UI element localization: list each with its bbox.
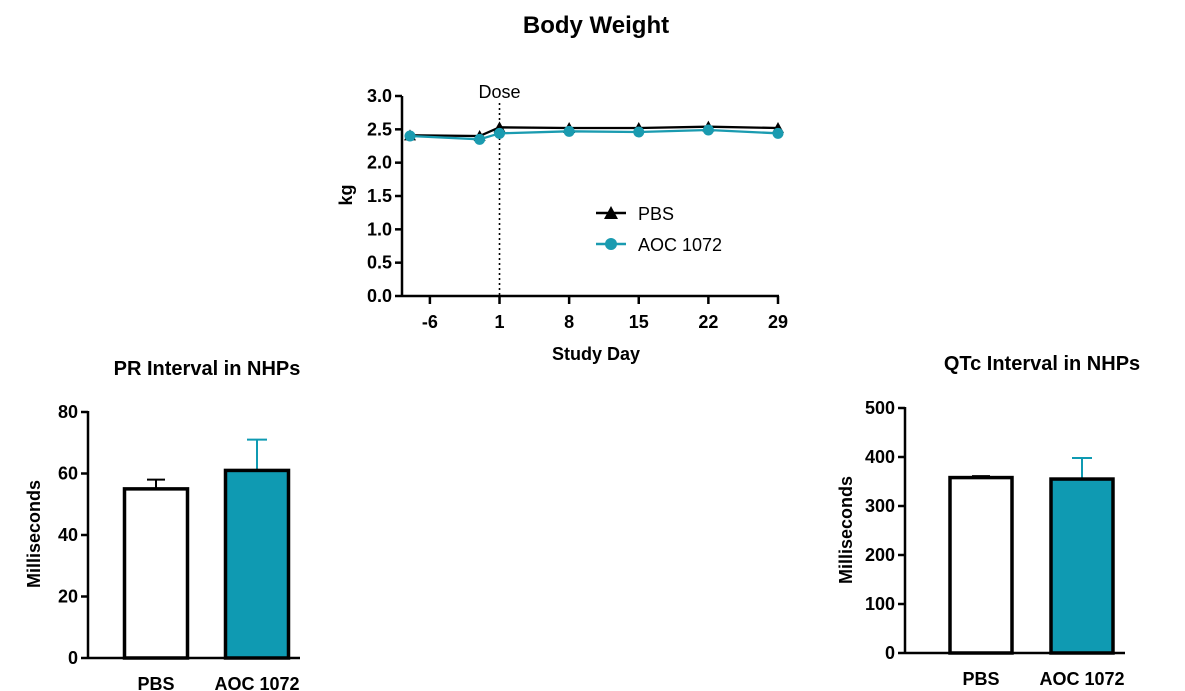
body-weight-x-tick-label: 8 — [564, 312, 574, 332]
legend-item-aoc1072: AOC 1072 — [596, 235, 722, 255]
series-line-aoc1072 — [409, 128, 779, 141]
pr-interval-y-tick-label: 20 — [58, 587, 78, 607]
qtc-interval-axes: 0 100 200 300 400 500 — [865, 398, 1125, 663]
data-point-aoc1072 — [474, 133, 486, 145]
legend-marker-pbs — [604, 206, 618, 219]
pr-interval-bars: PBS AOC 1072 — [122, 438, 300, 691]
body-weight-y-tick-label: 3.0 — [367, 86, 392, 106]
pr-interval-bar-pbs — [122, 487, 190, 660]
qtc-interval-title: QTc Interval in NHPs — [944, 353, 1140, 375]
qtc-interval-category-label: PBS — [962, 669, 999, 689]
data-point-aoc1072 — [772, 127, 784, 139]
data-point-aoc1072 — [633, 126, 645, 138]
qtc-interval-y-tick-label: 200 — [865, 545, 895, 565]
qtc-interval-bars: PBS AOC 1072 — [948, 456, 1125, 689]
body-weight-x-tick-label: -6 — [422, 312, 438, 332]
qtc-interval-y-tick-label: 300 — [865, 496, 895, 516]
pr-interval-y-tick-label: 0 — [68, 648, 78, 668]
data-point-aoc1072 — [404, 130, 416, 142]
qtc-interval-bar-aoc1072 — [1049, 477, 1115, 655]
pr-interval-chart: PR Interval in NHPs 0 20 40 60 80 PBS AOC 107… — [24, 358, 300, 691]
body-weight-x-tick-label: 1 — [495, 312, 505, 332]
body-weight-ticks: 0.0 0.5 1.0 1.5 2.0 2.5 3.0 -6 1 8 15 22 29 — [367, 86, 788, 332]
body-weight-x-tick-label: 29 — [768, 312, 788, 332]
body-weight-y-tick-label: 0.5 — [367, 253, 392, 273]
pr-interval-ylabel: Milliseconds — [24, 480, 44, 588]
legend-label-aoc1072: AOC 1072 — [638, 235, 722, 255]
pr-interval-y-tick-label: 40 — [58, 525, 78, 545]
pr-interval-y-tick-label: 60 — [58, 464, 78, 484]
body-weight-chart: Body Weight 0.0 0.5 1.0 1.5 2.0 2.5 3.0 -6 1 8 15 2… — [336, 12, 788, 364]
body-weight-title: Body Weight — [523, 12, 669, 39]
qtc-interval-ylabel: Milliseconds — [836, 476, 856, 584]
pr-interval-bar-aoc1072 — [223, 468, 291, 660]
legend-label-pbs: PBS — [638, 204, 674, 224]
body-weight-legend: PBS AOC 1072 — [596, 204, 722, 255]
qtc-interval-y-tick-label: 0 — [885, 643, 895, 663]
body-weight-x-tick-label: 22 — [698, 312, 718, 332]
qtc-interval-y-tick-label: 400 — [865, 447, 895, 467]
body-weight-ylabel: kg — [336, 184, 356, 205]
qtc-interval-y-tick-label: 100 — [865, 594, 895, 614]
data-point-aoc1072 — [702, 124, 714, 136]
body-weight-y-tick-label: 2.5 — [367, 119, 392, 139]
data-point-aoc1072 — [563, 125, 575, 137]
body-weight-y-tick-label: 2.0 — [367, 153, 392, 173]
body-weight-x-tick-label: 15 — [629, 312, 649, 332]
pr-interval-category-label: PBS — [137, 674, 174, 691]
pr-interval-category-label: AOC 1072 — [214, 674, 299, 691]
body-weight-series — [404, 120, 784, 145]
data-point-aoc1072 — [494, 127, 506, 139]
body-weight-y-tick-label: 0.0 — [367, 286, 392, 306]
qtc-interval-y-tick-label: 500 — [865, 398, 895, 418]
body-weight-y-tick-label: 1.0 — [367, 219, 392, 239]
qtc-interval-bar-pbs — [948, 475, 1014, 655]
qtc-interval-chart: QTc Interval in NHPs 0 100 200 300 400 500 PB… — [836, 353, 1140, 689]
dose-annotation: Dose — [478, 82, 520, 102]
pr-interval-title: PR Interval in NHPs — [114, 358, 301, 380]
pr-interval-y-tick-label: 80 — [58, 402, 78, 422]
body-weight-xlabel: Study Day — [552, 344, 640, 364]
legend-marker-aoc1072 — [605, 238, 617, 250]
legend-item-pbs: PBS — [596, 204, 674, 224]
body-weight-y-tick-label: 1.5 — [367, 186, 392, 206]
qtc-interval-category-label: AOC 1072 — [1039, 669, 1124, 689]
